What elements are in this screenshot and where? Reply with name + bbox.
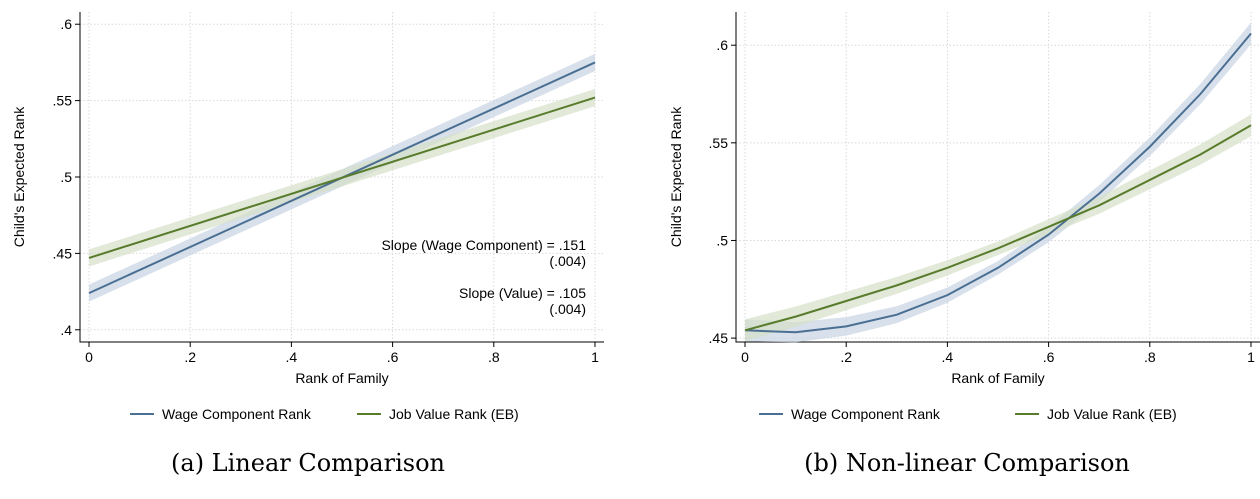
ci-band-value [745, 114, 1251, 342]
legend-label: Job Value Rank (EB) [1047, 406, 1177, 422]
caption-a: (a) Linear Comparison [171, 449, 445, 477]
x-tick-label: .8 [1144, 349, 1156, 365]
legend-label: Wage Component Rank [791, 406, 941, 422]
y-tick-label: .6 [60, 16, 72, 32]
y-tick-label: .55 [53, 93, 73, 109]
x-tick-label: .2 [840, 349, 852, 365]
y-tick-label: .45 [53, 245, 73, 261]
x-tick-label: .4 [942, 349, 954, 365]
legend-label: Wage Component Rank [162, 406, 312, 422]
x-tick-label: 0 [85, 349, 93, 365]
x-axis-label: Rank of Family [295, 370, 388, 386]
chart-panel-a: 0 .2 .4 .6 .8 1 .4 .45 .5 .55 .6 Rank of Family Chil… [11, 12, 604, 422]
slope-standard-error: (.004) [549, 301, 586, 317]
y-tick-label: .45 [709, 330, 729, 346]
x-tick-label: 1 [591, 349, 599, 365]
series-line-job-value [88, 96, 596, 259]
y-tick-label: .5 [60, 169, 72, 185]
x-tick-label: .6 [1043, 349, 1055, 365]
series-line-wage-component [744, 32, 1252, 334]
x-axis-label: Rank of Family [951, 370, 1044, 386]
y-axis-label: Child's Expected Rank [668, 106, 684, 247]
slope-annotation: Slope (Value) = .105 [459, 285, 586, 301]
series-line-job-value [744, 124, 1252, 332]
x-tick-label: .8 [488, 349, 500, 365]
x-tick-label: 1 [1247, 349, 1255, 365]
y-tick-label: .5 [716, 232, 728, 248]
y-tick-label: .4 [60, 322, 72, 338]
x-tick-label: .2 [184, 349, 196, 365]
caption-b: (b) Non-linear Comparison [804, 449, 1130, 477]
x-tick-label: .6 [387, 349, 399, 365]
x-tick-label: .4 [286, 349, 298, 365]
ci-band-wage [745, 22, 1251, 343]
y-axis-label: Child's Expected Rank [11, 106, 27, 247]
y-tick-label: .6 [716, 37, 728, 53]
slope-standard-error: (.004) [549, 253, 586, 269]
chart-panel-b: 0 .2 .4 .6 .8 1 .45 .5 .55 .6 Rank of Family Child'… [668, 12, 1260, 422]
x-tick-label: 0 [741, 349, 749, 365]
legend-label: Job Value Rank (EB) [389, 406, 519, 422]
slope-annotation: Slope (Wage Component) = .151 [381, 237, 586, 253]
y-tick-label: .55 [709, 135, 729, 151]
